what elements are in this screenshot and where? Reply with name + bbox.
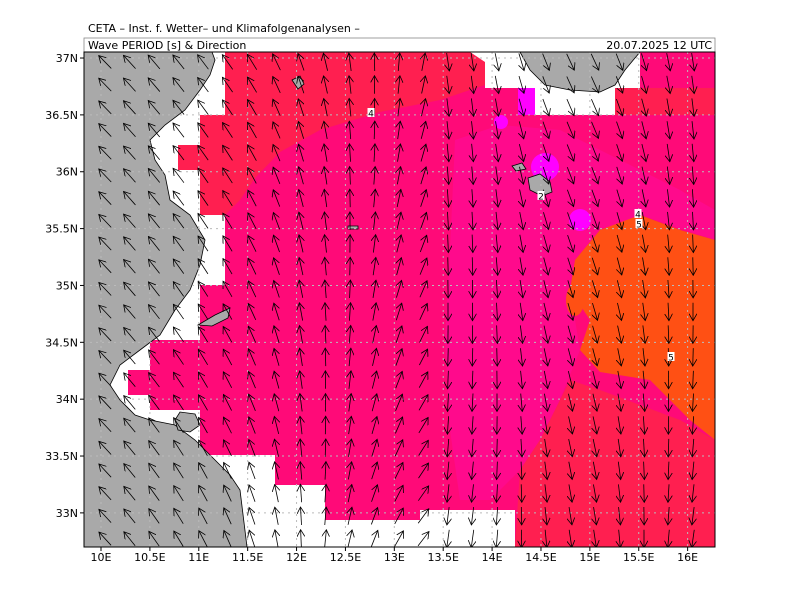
y-tick-label: 33.5N [45,450,78,463]
y-tick-label: 37N [56,52,78,65]
direction-arrow [325,348,326,366]
period-zone-magenta [518,88,535,115]
x-tick-label: 15E [579,551,600,564]
contour-label: 5 [636,221,642,231]
x-tick-label: 13.5E [427,551,458,564]
contour-label: 2 [538,193,544,203]
valid-time: 20.07.2025 12 UTC [606,39,712,52]
x-tick-label: 12E [286,551,307,564]
x-tick-label: 12.5E [330,551,361,564]
x-tick-label: 11.5E [232,551,263,564]
period-zone-red [615,88,715,115]
y-tick-label: 35N [56,279,78,292]
direction-arrow [644,484,645,502]
y-tick-label: 34N [56,393,78,406]
x-tick-label: 14E [482,551,503,564]
x-tick-label: 13E [384,551,405,564]
map-field [84,52,715,548]
y-tick-label: 35.5N [45,223,78,236]
direction-arrow [448,257,449,275]
x-tick-label: 10.5E [134,551,165,564]
y-tick-label: 36N [56,166,78,179]
contour-label: 5 [668,354,674,364]
contour-label: 4 [368,110,374,120]
x-tick-label: 11E [188,551,209,564]
institute: CETA – Inst. f. Wetter– und Klimafolgena… [88,22,360,35]
period-zone-red [178,145,200,170]
x-tick-label: 14.5E [525,551,556,564]
direction-arrow [497,439,498,457]
y-tick-label: 36.5N [45,109,78,122]
y-tick-label: 34.5N [45,336,78,349]
y-tick-label: 33N [56,507,78,520]
product: Wave PERIOD [s] & Direction [88,39,246,52]
period-zone-magenta [569,209,591,231]
x-tick-label: 10E [91,551,112,564]
direction-arrow [693,348,694,366]
x-tick-label: 15.5E [623,551,654,564]
x-tick-label: 16E [677,551,698,564]
period-zone-orange [566,284,584,316]
